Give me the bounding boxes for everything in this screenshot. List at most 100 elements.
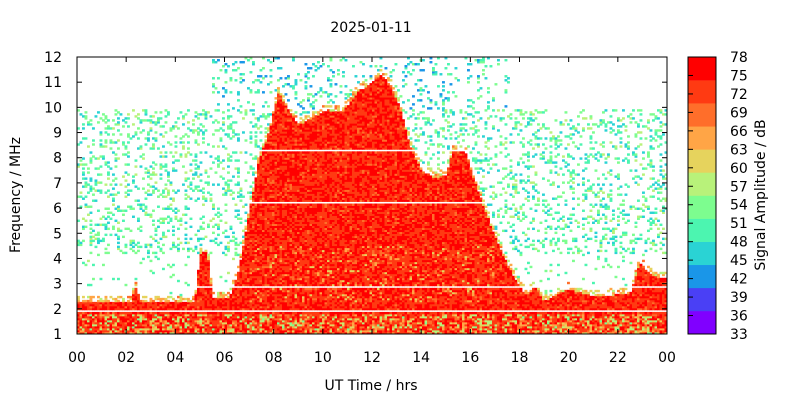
- heatmap-cell: [232, 175, 235, 178]
- heatmap-cell: [289, 247, 293, 251]
- heatmap-cell: [224, 297, 228, 301]
- heatmap-cell: [299, 231, 303, 235]
- heatmap-cell: [254, 229, 258, 233]
- heatmap-cell: [247, 281, 250, 285]
- heatmap-cell: [299, 229, 303, 233]
- heatmap-cell: [162, 219, 165, 222]
- heatmap-cell: [282, 163, 285, 166]
- heatmap-cell: [114, 299, 118, 303]
- heatmap-cell: [279, 133, 283, 136]
- heatmap-cell: [274, 193, 278, 196]
- heatmap-cell: [117, 191, 120, 194]
- heatmap-cell: [97, 173, 100, 176]
- heatmap-cell: [189, 329, 193, 333]
- heatmap-cell: [239, 269, 243, 273]
- heatmap-cell: [202, 265, 205, 269]
- heatmap-cell: [294, 183, 298, 186]
- heatmap-cell: [239, 111, 243, 114]
- heatmap-cell: [129, 137, 133, 140]
- heatmap-cell: [192, 173, 195, 176]
- heatmap-cell: [124, 319, 128, 323]
- heatmap-cell: [297, 289, 300, 293]
- heatmap-cell: [284, 135, 288, 138]
- heatmap-cell: [272, 141, 275, 144]
- heatmap-cell: [224, 293, 228, 297]
- heatmap-cell: [269, 251, 273, 255]
- heatmap-cell: [152, 331, 155, 335]
- heatmap-cell: [247, 247, 250, 251]
- heatmap-cell: [232, 331, 235, 335]
- heatmap-cell: [97, 325, 100, 329]
- heatmap-cell: [269, 279, 273, 283]
- heatmap-cell: [294, 263, 298, 267]
- heatmap-cell: [179, 323, 183, 327]
- heatmap-cell: [259, 197, 263, 200]
- heatmap-cell: [274, 235, 278, 239]
- heatmap-cell: [154, 239, 158, 243]
- heatmap-cell: [227, 109, 230, 112]
- heatmap-cell: [254, 329, 258, 333]
- heatmap-cell: [299, 297, 303, 301]
- heatmap-cell: [212, 133, 215, 136]
- heatmap-cell: [187, 151, 190, 154]
- heatmap-cell: [99, 217, 103, 220]
- heatmap-cells: [77, 57, 668, 335]
- heatmap-cell: [172, 297, 175, 301]
- heatmap-cell: [269, 315, 273, 319]
- heatmap-cell: [307, 259, 310, 263]
- heatmap-cell: [299, 281, 303, 285]
- heatmap-cell: [259, 303, 263, 307]
- heatmap-cell: [259, 283, 263, 287]
- heatmap-cell: [247, 317, 250, 321]
- heatmap-cell: [89, 157, 93, 160]
- heatmap-cell: [152, 313, 155, 317]
- heatmap-cell: [302, 237, 305, 241]
- heatmap-cell: [104, 307, 108, 311]
- heatmap-cell: [292, 295, 295, 299]
- heatmap-cell: [269, 307, 273, 311]
- heatmap-cell: [264, 263, 268, 267]
- heatmap-cell: [239, 195, 243, 198]
- heatmap-cell: [302, 245, 305, 249]
- heatmap-cell: [264, 157, 268, 160]
- heatmap-cell: [144, 313, 148, 317]
- heatmap-cell: [272, 181, 275, 184]
- heatmap-cell: [84, 115, 88, 118]
- heatmap-cell: [102, 307, 105, 311]
- heatmap-cell: [277, 265, 280, 269]
- heatmap-cell: [189, 311, 193, 315]
- heatmap-cell: [134, 315, 138, 319]
- heatmap-cell: [242, 195, 245, 198]
- heatmap-cell: [129, 239, 133, 243]
- heatmap-cell: [269, 271, 273, 275]
- heatmap-cell: [129, 323, 133, 327]
- heatmap-cell: [302, 141, 305, 144]
- heatmap-cell: [272, 163, 275, 166]
- heatmap-cell: [129, 321, 133, 325]
- heatmap-cell: [284, 117, 288, 120]
- heatmap-cell: [97, 111, 100, 114]
- heatmap-cell: [92, 239, 95, 243]
- heatmap-cell: [302, 197, 305, 200]
- heatmap-cell: [187, 249, 190, 253]
- heatmap-cell: [262, 199, 265, 202]
- heatmap-cell: [234, 311, 238, 315]
- heatmap-cell: [157, 245, 160, 249]
- heatmap-cell: [267, 207, 270, 210]
- heatmap-cell: [302, 249, 305, 253]
- heatmap-cell: [252, 109, 255, 112]
- heatmap-cell: [132, 327, 135, 331]
- heatmap-cell: [104, 325, 108, 329]
- heatmap-cell: [269, 303, 273, 307]
- heatmap-cell: [262, 215, 265, 218]
- heatmap-cell: [252, 323, 255, 327]
- heatmap-cell: [304, 239, 308, 243]
- heatmap-cell: [132, 289, 135, 293]
- heatmap-cell: [112, 325, 115, 329]
- heatmap-cell: [267, 323, 270, 327]
- heatmap-cell: [207, 283, 210, 287]
- heatmap-cell: [234, 287, 238, 291]
- heatmap-cell: [167, 317, 170, 321]
- heatmap-cell: [162, 331, 165, 335]
- heatmap-cell: [104, 183, 108, 186]
